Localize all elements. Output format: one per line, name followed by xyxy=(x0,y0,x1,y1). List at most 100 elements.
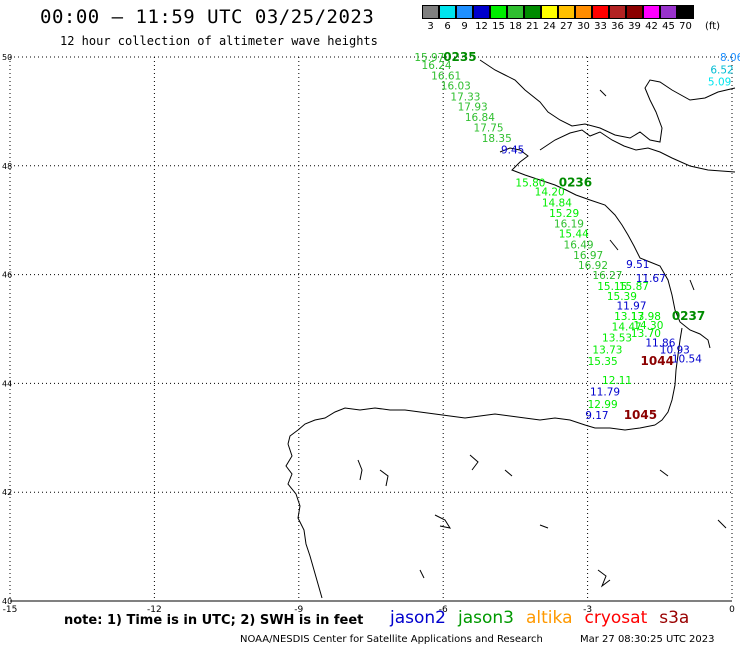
wave-height-label: 15.15 xyxy=(597,281,627,293)
wave-height-label: 16.97 xyxy=(573,250,603,262)
inland-feature xyxy=(434,514,452,529)
longitude-tick-label: -6 xyxy=(439,605,448,615)
wave-height-label: 17.33 xyxy=(450,92,480,104)
wave-height-label: 11.79 xyxy=(590,386,620,398)
inland-feature xyxy=(659,469,669,477)
wave-height-label: 15.35 xyxy=(588,356,618,368)
pass-time-label: 0235 xyxy=(443,50,476,64)
wave-height-label: 11.67 xyxy=(636,273,666,285)
legend-swatch xyxy=(439,5,456,19)
wave-height-label: 15.97 xyxy=(414,52,444,64)
color-scale-legend xyxy=(422,5,694,19)
wave-height-label: 6.52 xyxy=(710,64,733,76)
legend-swatch xyxy=(677,5,694,19)
satellite-label: s3a xyxy=(659,608,690,628)
legend-swatch xyxy=(541,5,558,19)
wave-height-label: 12.11 xyxy=(602,375,632,387)
legend-swatch xyxy=(473,5,490,19)
legend-label: 45 xyxy=(662,21,675,32)
inland-feature xyxy=(357,459,363,481)
legend-label: 18 xyxy=(509,21,522,32)
longitude-tick-label: -9 xyxy=(294,605,303,615)
inland-feature xyxy=(717,519,727,529)
satellite-legend: jason2 jason3 altika cryosat s3a xyxy=(390,608,689,628)
legend-swatch xyxy=(558,5,575,19)
generation-timestamp: Mar 27 08:30:25 UTC 2023 xyxy=(580,634,715,645)
wave-height-label: 17.75 xyxy=(474,123,504,135)
inland-feature xyxy=(504,469,513,477)
axis-tick-labels: -15 -12 -9 -6 -3 0 50 48 46 44 42 40 xyxy=(2,53,735,615)
legend-label: 21 xyxy=(526,21,539,32)
legend-swatch xyxy=(643,5,660,19)
wave-height-label: 12.99 xyxy=(588,399,618,411)
wave-height-label: 18.35 xyxy=(482,133,512,145)
latitude-tick-label: 48 xyxy=(2,162,12,171)
latitude-tick-label: 46 xyxy=(2,271,12,280)
legend-swatch xyxy=(660,5,677,19)
legend-label: 39 xyxy=(628,21,641,32)
latitude-tick-label: 44 xyxy=(2,379,12,388)
wave-height-label: 15.87 xyxy=(619,281,649,293)
longitude-tick-label: -15 xyxy=(3,605,18,615)
legend-label: 15 xyxy=(492,21,505,32)
longitude-tick-label: -12 xyxy=(147,605,162,615)
legend-swatch xyxy=(507,5,524,19)
wave-height-label: 15.80 xyxy=(515,177,545,189)
wave-height-label: 9.17 xyxy=(585,410,608,422)
wave-height-label: 17.93 xyxy=(458,101,488,113)
map-subtitle: 12 hour collection of altimeter wave hei… xyxy=(60,34,378,48)
coastline-brittany-north xyxy=(539,129,736,173)
legend-label: 27 xyxy=(560,21,573,32)
pass-time-label: 1044 xyxy=(641,354,674,368)
inland-feature xyxy=(539,524,549,529)
pass-time-label: 1045 xyxy=(624,408,657,422)
wave-height-label: 16.19 xyxy=(554,218,584,230)
inland-feature xyxy=(379,469,389,487)
wave-height-label: 16.61 xyxy=(431,70,461,82)
wave-height-label: 9.45 xyxy=(501,144,524,156)
legend-label: 3 xyxy=(427,21,434,32)
wave-height-label: 16.84 xyxy=(465,112,495,124)
inland-feature xyxy=(597,569,611,588)
longitude-tick-label: -3 xyxy=(583,605,592,615)
color-scale-labels: 3 6 9 12 15 18 21 24 27 30 33 36 39 42 45 70 xyxy=(422,21,694,32)
wave-height-label: 16.03 xyxy=(441,81,471,93)
observation-labels: 15.97023516.2416.6116.0317.3317.9316.841… xyxy=(414,50,740,422)
wave-height-label: 14.20 xyxy=(535,187,565,199)
legend-swatch xyxy=(626,5,643,19)
legend-swatch xyxy=(490,5,507,19)
latitude-tick-label: 50 xyxy=(2,53,12,62)
coastline xyxy=(285,59,736,599)
coastline-aquitaine xyxy=(654,327,683,426)
legend-label: 42 xyxy=(645,21,658,32)
credit-line: NOAA/NESDIS Center for Satellite Applica… xyxy=(240,634,543,645)
satellite-label: jason3 xyxy=(458,608,514,628)
wave-height-label: 10.54 xyxy=(672,354,702,366)
legend-label: 9 xyxy=(461,21,468,32)
wave-height-label: 13.17 xyxy=(614,311,644,323)
color-scale-unit: (ft) xyxy=(705,21,721,32)
inland-feature xyxy=(599,89,607,97)
wave-height-label: 13.53 xyxy=(602,333,632,345)
wave-height-label: 14.30 xyxy=(633,320,663,332)
legend-swatch xyxy=(422,5,439,19)
wave-height-label: 16.92 xyxy=(578,260,608,272)
footer-note: note: 1) Time is in UTC; 2) SWH is in fe… xyxy=(64,613,364,628)
legend-swatch xyxy=(575,5,592,19)
inland-feature xyxy=(469,454,479,471)
legend-swatch xyxy=(524,5,541,19)
wave-height-label: 5.09 xyxy=(708,76,731,88)
wave-height-label: 15.39 xyxy=(607,291,637,303)
legend-label: 33 xyxy=(594,21,607,32)
wave-height-label: 10.93 xyxy=(660,344,690,356)
legend-label: 12 xyxy=(475,21,488,32)
legend-label: 36 xyxy=(611,21,624,32)
legend-label: 70 xyxy=(679,21,692,32)
latitude-tick-label: 42 xyxy=(2,488,12,497)
legend-label: 6 xyxy=(444,21,451,32)
legend-label: 24 xyxy=(543,21,556,32)
wave-height-label: 13.70 xyxy=(631,328,661,340)
wave-height-label: 16.27 xyxy=(592,270,622,282)
satellite-label: altika xyxy=(526,608,573,628)
